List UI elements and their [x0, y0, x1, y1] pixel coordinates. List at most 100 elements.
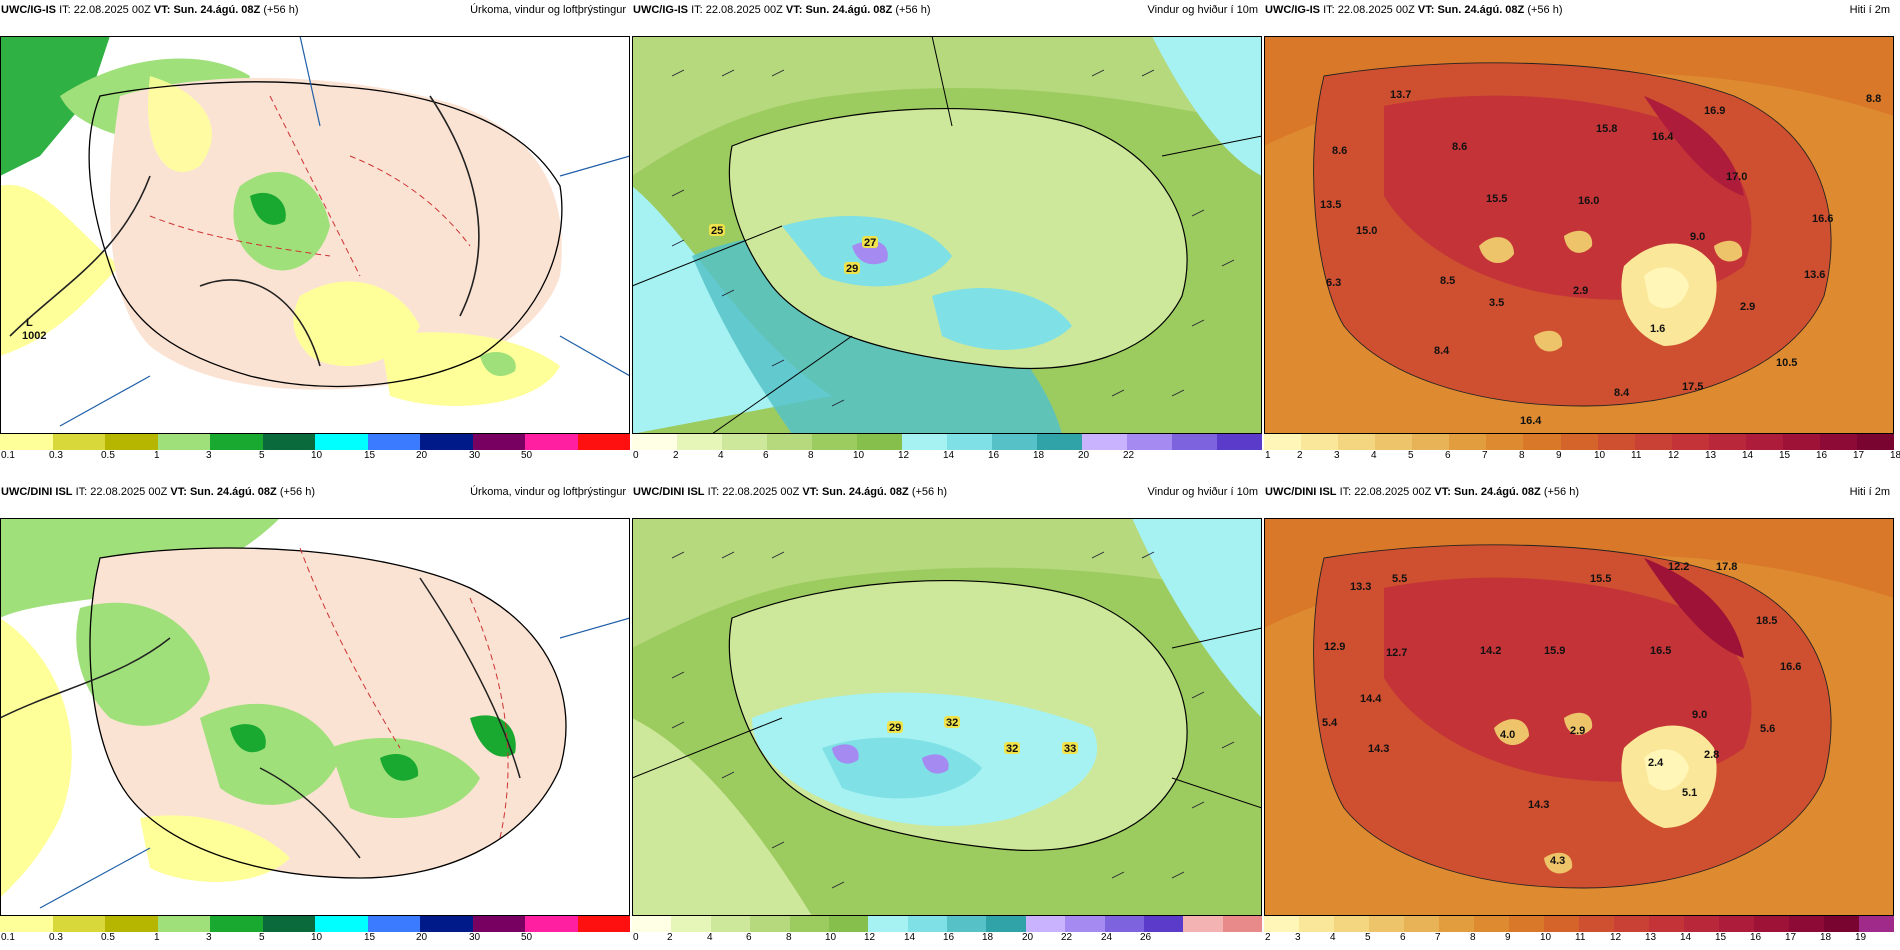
colorbar-segment — [868, 916, 908, 932]
colorbar-segment — [1222, 916, 1262, 932]
gust-label: 32 — [1006, 743, 1018, 755]
colorbar-segment — [1334, 916, 1369, 932]
temp-label: 12.2 — [1668, 561, 1689, 573]
temperature-colorbar — [1264, 434, 1895, 450]
colorbar-tick-label: 4 — [707, 932, 713, 943]
temp-label: 14.4 — [1360, 693, 1382, 705]
precip-map: L 1002 — [0, 36, 630, 434]
colorbar-tick-label: 2 — [667, 932, 673, 943]
colorbar-segment — [1143, 916, 1184, 932]
temp-label: 17.8 — [1716, 561, 1737, 573]
model-name: UWC/IG-IS — [1, 4, 56, 16]
colorbar-tick-label: 0.3 — [49, 450, 63, 461]
init-time: 22.08.2025 00Z — [722, 486, 800, 498]
colorbar-tick-label: 14 — [943, 450, 955, 461]
lead-time: (+56 h) — [895, 4, 931, 16]
colorbar-tick-label: 2 — [1265, 932, 1271, 943]
init-time: 22.08.2025 00Z — [1354, 486, 1432, 498]
panel-title: Vindur og hviður í 10m — [1147, 4, 1258, 16]
colorbar-segment — [1614, 916, 1649, 932]
colorbar-tick-label: 2 — [673, 450, 679, 461]
colorbar-tick-label: 13 — [1705, 450, 1717, 461]
wind-map-graphic: 29 32 32 33 — [632, 518, 1262, 916]
wind-colorbar — [632, 916, 1262, 932]
colorbar-tick-label: 10 — [1540, 932, 1552, 943]
lead-time: (+56 h) — [1527, 4, 1563, 16]
vt-label: VT: — [802, 486, 819, 498]
temp-label: 8.8 — [1866, 93, 1881, 105]
colorbar-tick-label: 16 — [943, 932, 955, 943]
valid-time: Sun. 24.ágú. 08Z — [173, 4, 261, 16]
colorbar-tick-label: 13 — [1645, 932, 1657, 943]
colorbar-segment — [1819, 434, 1857, 450]
colorbar-segment — [1183, 916, 1223, 932]
colorbar-tick-label: 1 — [154, 450, 160, 461]
colorbar-segment — [210, 434, 263, 450]
panel-header: UWC/DINI ISL IT: 22.08.2025 00Z VT: Sun.… — [1264, 482, 1894, 502]
colorbar-tick-label: 16 — [988, 450, 1000, 461]
temp-label: 2.9 — [1570, 725, 1585, 737]
colorbar-tick-label: 50 — [521, 932, 533, 943]
temp-label: 16.6 — [1812, 213, 1833, 225]
colorbar-tick-label: 3 — [1334, 450, 1340, 461]
colorbar-tick-label: 4 — [1371, 450, 1377, 461]
colorbar-segment — [1824, 916, 1859, 932]
colorbar-segment — [1708, 434, 1746, 450]
panel-title: Hiti í 2m — [1849, 486, 1890, 498]
colorbar-segment — [1264, 916, 1299, 932]
valid-time: Sun. 24.ágú. 08Z — [821, 486, 909, 498]
colorbar-tick-label: 6 — [746, 932, 752, 943]
colorbar-segment — [210, 916, 263, 932]
colorbar-segment — [1299, 916, 1334, 932]
temp-label: 14.3 — [1528, 799, 1549, 811]
colorbar-segment — [105, 434, 158, 450]
colorbar-tick-label: 5 — [1365, 932, 1371, 943]
precip-map-graphic — [0, 518, 630, 916]
colorbar-segment — [1369, 916, 1404, 932]
gust-label: 29 — [846, 263, 858, 275]
colorbar-tick-label: 17 — [1853, 450, 1865, 461]
temperature-map-graphic: 13.3 5.5 15.5 12.2 17.8 12.9 12.7 14.2 1… — [1264, 518, 1894, 916]
colorbar-segment — [52, 434, 105, 450]
precip-map — [0, 518, 630, 916]
colorbar-tick-label: 3 — [1295, 932, 1301, 943]
gust-label: 27 — [864, 237, 876, 249]
temperature-colorbar — [1264, 916, 1894, 932]
colorbar-segment — [525, 434, 578, 450]
colorbar-segment — [157, 434, 210, 450]
model-name: UWC/DINI ISL — [1, 486, 73, 498]
temp-label: 8.5 — [1440, 275, 1455, 287]
wind-colorbar-ticks: 0 2 4 6 8 10 12 14 16 18 20 22 — [632, 450, 1262, 462]
colorbar-segment — [1439, 916, 1474, 932]
colorbar-segment — [1857, 434, 1895, 450]
colorbar-segment — [367, 434, 420, 450]
colorbar-segment — [420, 916, 473, 932]
temp-label: 17.5 — [1682, 381, 1703, 393]
colorbar-segment — [577, 916, 630, 932]
colorbar-segment — [1474, 916, 1509, 932]
colorbar-tick-label: 0 — [633, 450, 639, 461]
panel-dini-precip: UWC/DINI ISL IT: 22.08.2025 00Z VT: Sun.… — [0, 482, 630, 947]
temp-label: 8.6 — [1332, 145, 1347, 157]
temperature-map: 13.7 8.6 8.6 15.8 16.4 16.9 8.8 13.5 15.… — [1264, 36, 1894, 434]
colorbar-tick-label: 6 — [1445, 450, 1451, 461]
temp-label: 5.1 — [1682, 787, 1697, 799]
colorbar-segment — [789, 916, 829, 932]
colorbar-tick-label: 18 — [1820, 932, 1832, 943]
gust-label: 29 — [889, 722, 901, 734]
colorbar-segment — [1579, 916, 1614, 932]
colorbar-tick-label: 22 — [1123, 450, 1135, 461]
colorbar-tick-label: 20 — [416, 932, 428, 943]
colorbar-segment — [157, 916, 210, 932]
colorbar-segment — [1172, 434, 1217, 450]
colorbar-segment — [1560, 434, 1598, 450]
it-label: IT: — [59, 4, 71, 16]
panel-title: Hiti í 2m — [1849, 4, 1890, 16]
colorbar-segment — [1597, 434, 1635, 450]
colorbar-segment — [1104, 916, 1144, 932]
precip-map-graphic: L 1002 — [0, 36, 630, 434]
colorbar-tick-label: 9 — [1505, 932, 1511, 943]
colorbar-segment — [671, 916, 711, 932]
colorbar-segment — [1684, 916, 1719, 932]
colorbar-segment — [902, 434, 947, 450]
